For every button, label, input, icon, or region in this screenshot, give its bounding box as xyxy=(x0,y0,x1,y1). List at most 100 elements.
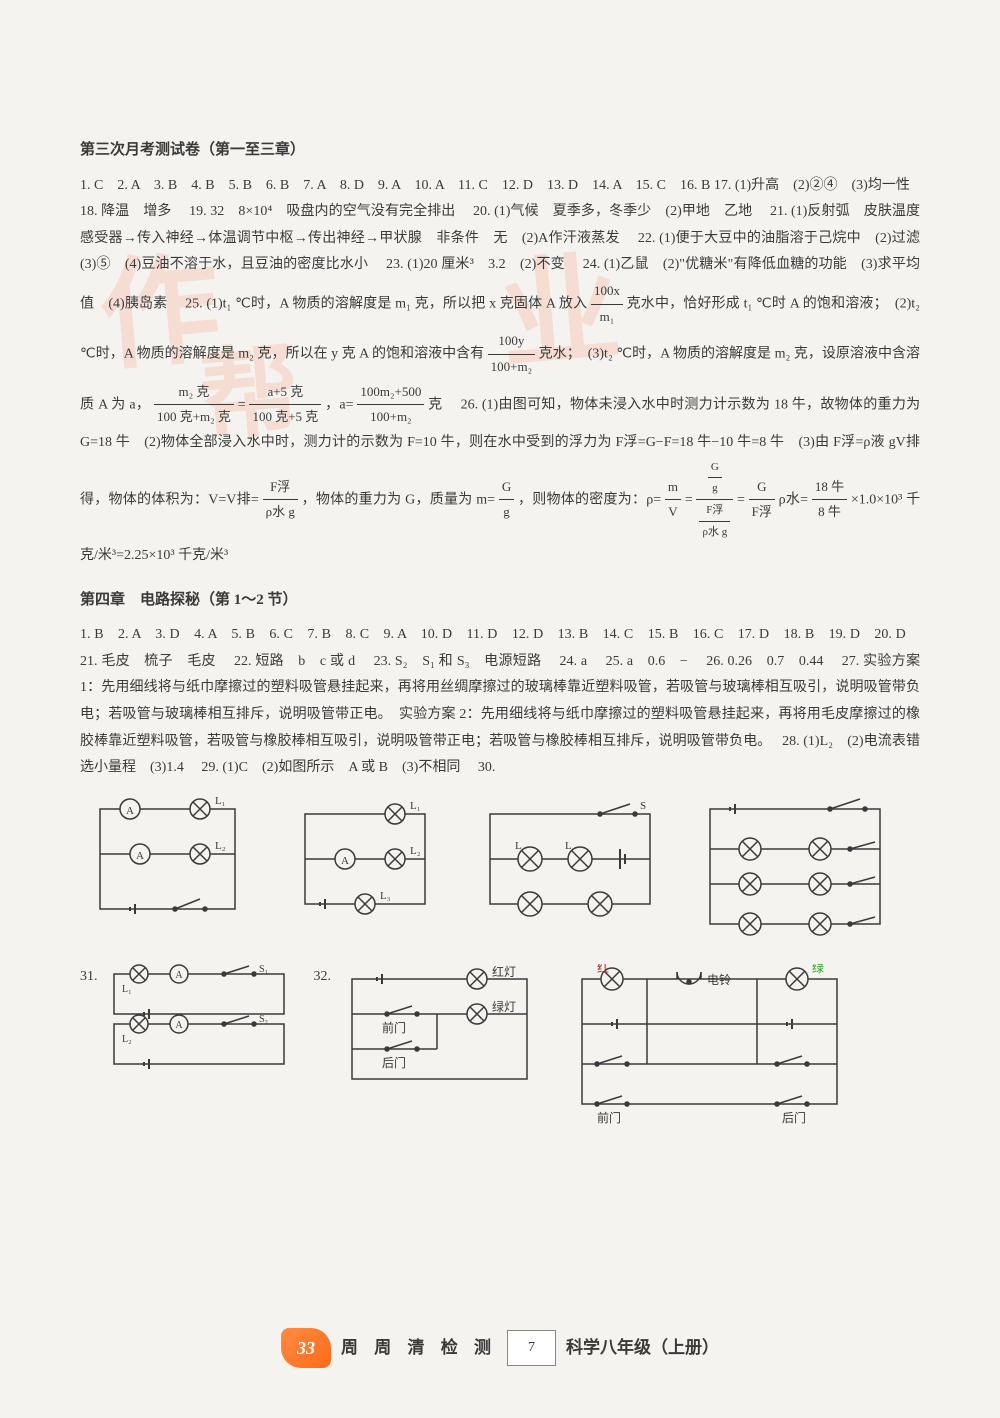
frac-top: 18 牛 xyxy=(812,475,847,501)
s1-q26-p6: ρ水= xyxy=(779,492,808,507)
s2-q29: 29. (1)C (2)如图所示 A 或 B (3)不相同 xyxy=(201,760,460,775)
s2-q25: 25. a 0.6 − xyxy=(606,654,688,669)
s1-q25-p5: 克 xyxy=(428,397,442,412)
s1-mc: 1. C 2. A 3. B 4. B 5. B 6. B 7. A 8. D … xyxy=(80,178,710,193)
circuit-diagram-bell: 红 电铃 绿 xyxy=(567,964,857,1124)
s1-q25-p4: ，a= xyxy=(325,397,353,412)
svg-text:电铃: 电铃 xyxy=(707,972,731,987)
svg-text:L: L xyxy=(515,840,522,852)
svg-text:S: S xyxy=(640,800,646,812)
svg-text:L₁: L₁ xyxy=(122,984,132,995)
q31-label: 31. xyxy=(80,964,98,991)
diagrams-row2: 31. L₁ A S₁ L₂ xyxy=(80,964,920,1124)
s2-q21: 21. 毛皮 梳子 毛皮 xyxy=(80,654,216,669)
frac-bot: 100 克+5 克 xyxy=(249,405,321,430)
frac-q25-2: 100y100+m₂ xyxy=(488,329,535,379)
frac-bot: 100+m₂ xyxy=(488,355,535,380)
frac-top: F浮 xyxy=(699,500,730,522)
s2-q30: 30. xyxy=(478,760,496,775)
frac-top: G xyxy=(499,475,514,501)
eq: = xyxy=(238,397,246,412)
svg-text:后门: 后门 xyxy=(782,1110,806,1124)
frac-top: m₂ 克 xyxy=(154,380,234,406)
s1-q23: 23. (1)20 厘米³ 3.2 (2)不变 xyxy=(386,257,565,272)
footer-left-text: 周 周 清 检 测 xyxy=(341,1332,497,1364)
s1-q20: 20. (1)气候 夏季多，冬季少 (2)甲地 乙地 xyxy=(473,204,752,219)
svg-text:红: 红 xyxy=(597,964,609,975)
section1-answers: 1. C 2. A 3. B 4. B 5. B 6. B 7. A 8. D … xyxy=(80,173,920,570)
frac-q25-3c: 100m₂+500100+m₂ xyxy=(357,380,424,430)
section1-title: 第三次月考测试卷（第一至三章） xyxy=(80,136,920,165)
footer-page-number: 7 xyxy=(507,1330,556,1367)
q32-block: 32. 红灯 前门 绿灯 xyxy=(314,964,548,1094)
s1-q25-p1: 25. (1)t₁ ℃时，A 物质的溶解度是 m₁ 克，所以把 x 克固体 A … xyxy=(185,296,587,311)
frac-top: 100x xyxy=(591,279,623,305)
svg-text:A: A xyxy=(341,855,349,867)
frac-bot: 100 克+m₂ 克 xyxy=(154,405,234,430)
svg-text:S₁: S₁ xyxy=(259,964,268,975)
q32-label: 32. xyxy=(314,964,332,991)
svg-text:绿: 绿 xyxy=(812,964,824,975)
svg-text:L₁: L₁ xyxy=(215,795,226,807)
footer-right-text: 科学八年级（上册） xyxy=(566,1332,719,1364)
footer-badge-icon: 33 xyxy=(281,1328,331,1368)
q31-block: 31. L₁ A S₁ L₂ xyxy=(80,964,294,1074)
s2-mc: 1. B 2. A 3. D 4. A 5. B 6. C 7. B 8. C … xyxy=(80,627,906,642)
s2-q22: 22. 短路 b c 或 d xyxy=(234,654,355,669)
svg-text:前门: 前门 xyxy=(597,1110,621,1124)
frac-top: Gg xyxy=(696,457,733,501)
frac-bot: 100+m₂ xyxy=(357,405,424,430)
diagrams-row1: A L₁ A L₂ L₁ xyxy=(80,794,920,944)
svg-text:后门: 后门 xyxy=(382,1055,406,1070)
s1-q18: 18. 降温 增多 xyxy=(80,204,172,219)
frac-q26-5: GF浮 xyxy=(749,475,775,525)
svg-text:L₃: L₃ xyxy=(380,890,391,902)
circuit-diagram-1: A L₁ A L₂ xyxy=(80,794,255,924)
frac-top: 100y xyxy=(488,329,535,355)
svg-text:L₂: L₂ xyxy=(122,1034,132,1045)
page-footer: 33 周 周 清 检 测 7 科学八年级（上册） xyxy=(281,1328,719,1368)
s1-q19: 19. 32 8×10⁴ 吸盘内的空气没有完全排出 xyxy=(189,204,455,219)
svg-text:S₂: S₂ xyxy=(259,1014,268,1025)
circuit-diagram-q32: 红灯 前门 绿灯 后门 xyxy=(337,964,547,1094)
frac-q25-1: 100xm₁ xyxy=(591,279,623,329)
frac-bot: V xyxy=(665,500,681,525)
circuit-diagram-q31: L₁ A S₁ L₂ A S₂ xyxy=(104,964,294,1074)
frac-q25-3b: a+5 克100 克+5 克 xyxy=(249,380,321,430)
frac-bot: ρ水 g xyxy=(699,522,730,543)
s1-q26-p5: = xyxy=(737,492,745,507)
svg-text:A: A xyxy=(126,805,134,817)
frac-q26-1: F浮ρ水 g xyxy=(263,475,298,525)
frac-bot: m₁ xyxy=(591,305,623,330)
frac-q26-4: Gg F浮ρ水 g xyxy=(696,457,733,544)
svg-text:绿灯: 绿灯 xyxy=(492,999,516,1014)
svg-text:A: A xyxy=(136,850,144,862)
s1-q17: 17. (1)升高 (2)②④ (3)均一性 xyxy=(714,178,910,193)
frac-q26-2: Gg xyxy=(499,475,514,525)
svg-text:A: A xyxy=(175,1020,183,1031)
frac-bot: F浮 xyxy=(749,500,775,525)
frac-top: m xyxy=(665,475,681,501)
svg-text:L₂: L₂ xyxy=(410,845,421,857)
frac-top: a+5 克 xyxy=(249,380,321,406)
svg-text:前门: 前门 xyxy=(382,1020,406,1035)
svg-text:A: A xyxy=(175,970,183,981)
frac-bot: 8 牛 xyxy=(812,500,847,525)
svg-text:L₁: L₁ xyxy=(410,800,421,812)
frac-top: 100m₂+500 xyxy=(357,380,424,406)
section2-answers: 1. B 2. A 3. D 4. A 5. B 6. C 7. B 8. C … xyxy=(80,622,920,782)
main-content: 第三次月考测试卷（第一至三章） 1. C 2. A 3. B 4. B 5. B… xyxy=(80,136,920,1124)
s2-q23: 23. S₂ S₁ 和 S₃ 电源短路 xyxy=(374,654,542,669)
frac-top: F浮 xyxy=(263,475,298,501)
frac-bot: F浮ρ水 g xyxy=(696,500,733,543)
svg-text:L₂: L₂ xyxy=(215,840,226,852)
frac-bot: g xyxy=(708,478,722,499)
svg-text:L: L xyxy=(565,840,572,852)
frac-top: G xyxy=(749,475,775,501)
s2-q24: 24. a xyxy=(560,654,588,669)
frac-q26-6: 18 牛8 牛 xyxy=(812,475,847,525)
s2-q26: 26. 0.26 0.7 0.44 xyxy=(706,654,823,669)
frac-top: G xyxy=(708,457,722,479)
frac-bot: ρ水 g xyxy=(263,500,298,525)
s1-q26-p3: ，则物体的密度为：ρ= xyxy=(518,492,661,507)
